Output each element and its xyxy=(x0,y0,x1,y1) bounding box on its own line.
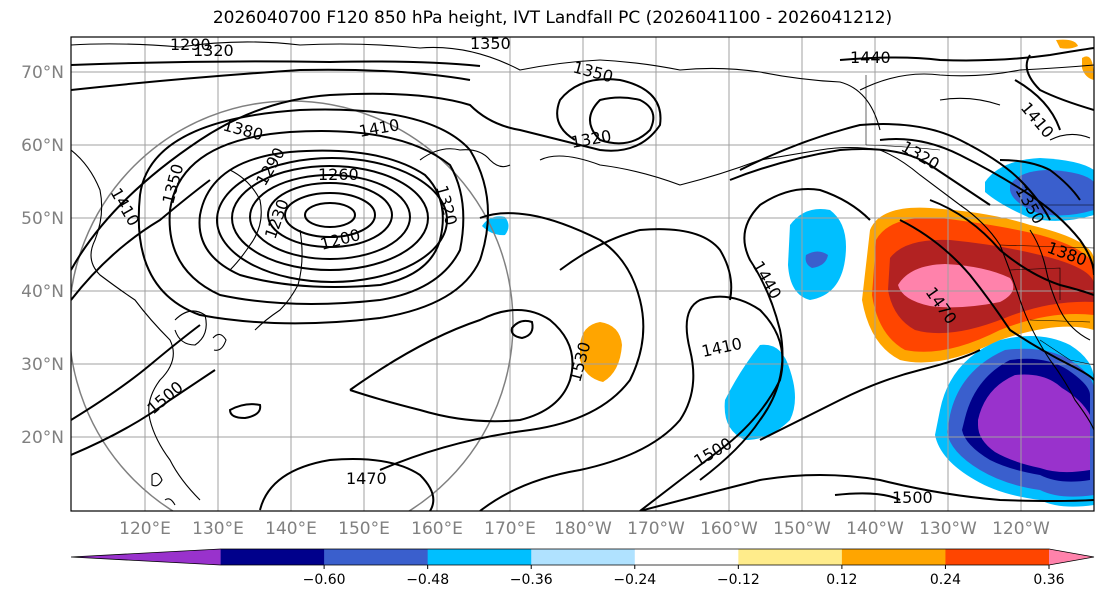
colorbar-segment xyxy=(945,549,1050,565)
lon-label: 170°W xyxy=(627,519,685,539)
positive-anomaly-corner xyxy=(1056,39,1078,49)
height-contours xyxy=(71,47,1094,511)
colorbar-tick-label: −0.48 xyxy=(406,572,449,588)
colorbar xyxy=(70,548,1095,566)
colorbar-segment xyxy=(531,549,636,565)
lon-label: 140°W xyxy=(846,519,904,539)
negative-anomaly-subtropic xyxy=(724,344,795,440)
colorbar-tick-label: −0.36 xyxy=(510,572,553,588)
contour-label: 1320 xyxy=(193,41,234,60)
colorbar-segment xyxy=(324,549,429,565)
colorbar-segment xyxy=(1049,549,1094,565)
latitude-labels: 70°N 60°N 50°N 40°N 30°N 20°N xyxy=(21,63,64,448)
contour-label: 1350 xyxy=(470,34,511,53)
colorbar-tick-label: −0.12 xyxy=(717,572,760,588)
longitude-labels: 120°E 130°E 140°E 150°E 160°E 170°E 180°… xyxy=(119,519,1050,539)
contour-label: 1500 xyxy=(892,488,933,507)
contour-label: 1440 xyxy=(850,48,891,67)
contour-label: 1260 xyxy=(318,165,359,184)
positive-anomaly-small xyxy=(580,322,622,382)
negative-anomaly-core xyxy=(978,374,1090,473)
colorbar-tick-label: 0.12 xyxy=(826,572,857,588)
plot-frame xyxy=(70,36,1095,512)
colorbar-tick-label: −0.60 xyxy=(303,572,346,588)
lat-label: 60°N xyxy=(21,136,64,156)
positive-anomaly-core xyxy=(898,264,1014,308)
map-title: 2026040700 F120 850 hPa height, IVT Land… xyxy=(212,8,893,28)
lon-label: 130°E xyxy=(192,519,244,539)
colorbar-ticks: −0.60−0.48−0.36−0.24−0.120.120.240.360.4… xyxy=(303,565,1065,588)
lon-label: 140°E xyxy=(265,519,317,539)
lat-label: 70°N xyxy=(21,63,64,83)
lon-label: 130°W xyxy=(919,519,977,539)
negative-anomaly-central-core xyxy=(805,251,828,268)
contour-label: 1470 xyxy=(346,469,387,488)
colorbar-segment xyxy=(841,549,946,565)
lon-label: 150°E xyxy=(338,519,390,539)
colorbar-tick-label: −0.24 xyxy=(613,572,656,588)
coastlines xyxy=(71,41,1094,506)
lon-label: 120°W xyxy=(992,519,1050,539)
negative-anomaly-north-core xyxy=(1010,170,1094,216)
lon-label: 170°E xyxy=(484,519,536,539)
lat-label: 50°N xyxy=(21,209,64,229)
colorbar-segment xyxy=(220,549,325,565)
lon-label: 180°W xyxy=(554,519,612,539)
colorbar-outline xyxy=(70,548,1095,566)
lat-label: 20°N xyxy=(21,428,64,448)
colorbar-segment xyxy=(634,549,739,565)
colorbar-segment xyxy=(427,549,532,565)
lat-label: 40°N xyxy=(21,282,64,302)
lon-label: 160°E xyxy=(411,519,463,539)
positive-anomaly-corner-2 xyxy=(1082,56,1094,80)
colorbar-tick-label: 0.24 xyxy=(930,572,961,588)
colorbar-segment xyxy=(738,549,843,565)
colorbar-segment xyxy=(71,549,221,565)
colorbar-tick-label: 0.36 xyxy=(1033,572,1064,588)
lon-label: 150°W xyxy=(773,519,831,539)
lon-label: 160°W xyxy=(700,519,758,539)
borders xyxy=(865,75,1094,366)
lon-label: 120°E xyxy=(119,519,171,539)
lat-label: 30°N xyxy=(21,355,64,375)
contour-label: 1290 xyxy=(170,35,211,54)
